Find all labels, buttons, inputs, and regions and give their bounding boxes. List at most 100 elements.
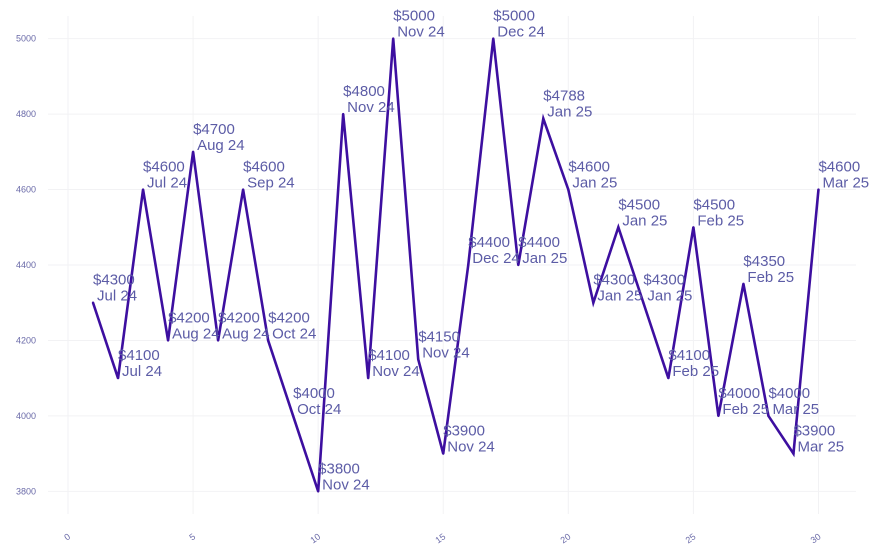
data-label-month: Nov 24 [372, 363, 420, 380]
data-label: $3800 Nov 24 [318, 460, 370, 493]
data-point [216, 339, 220, 342]
data-label: $4600 Jan 25 [568, 159, 617, 192]
data-label-month: Feb 25 [697, 212, 744, 229]
data-label-price: $4600 [243, 159, 285, 176]
data-label: $4000 Oct 24 [293, 385, 341, 418]
data-label-price: $4300 [93, 272, 135, 289]
data-label-price: $4800 [343, 83, 385, 100]
data-point [316, 490, 320, 493]
data-label-month: Nov 24 [422, 344, 470, 361]
grid [48, 16, 856, 514]
data-label-price: $3900 [793, 423, 835, 440]
data-point [442, 452, 445, 455]
data-point [467, 263, 470, 267]
data-label-price: $3900 [443, 423, 485, 440]
data-label-price: $4200 [218, 309, 260, 326]
data-label-price: $4200 [268, 309, 310, 326]
data-label-month: Feb 25 [747, 269, 794, 286]
y-tick-label: 3800 [16, 486, 36, 496]
data-label: $4500 Jan 25 [618, 196, 667, 229]
data-label-month: Jan 25 [647, 288, 692, 305]
y-tick-label: 4000 [16, 411, 36, 421]
data-point [617, 226, 620, 229]
data-label: $5000 Nov 24 [393, 8, 445, 41]
data-label-month: Jan 25 [622, 212, 667, 229]
data-point [241, 188, 245, 191]
data-label: $4600 Jul 24 [143, 159, 187, 192]
data-label-price: $4400 [468, 234, 510, 251]
y-tick-label: 4400 [16, 260, 36, 270]
data-label-month: Oct 24 [272, 325, 316, 342]
data-label: $4300 Jul 24 [93, 272, 137, 305]
data-label-price: $4350 [743, 253, 785, 270]
data-label: $4100 Feb 25 [668, 347, 719, 380]
data-label: $4800 Nov 24 [343, 83, 395, 116]
data-point [717, 414, 720, 418]
data-label: $4700 Aug 24 [193, 121, 245, 154]
data-label-month: Nov 24 [397, 24, 445, 41]
data-label: $3900 Mar 25 [793, 423, 844, 456]
data-label: $4000 Feb 25 [718, 385, 769, 418]
data-point [592, 301, 595, 304]
data-label: $4600 Sep 24 [243, 159, 295, 192]
data-label-month: Dec 24 [472, 250, 520, 267]
x-tick-label: 30 [809, 531, 823, 545]
data-label: $4150 Nov 24 [418, 328, 470, 361]
data-label-month: Sep 24 [247, 175, 295, 192]
data-point [141, 188, 145, 191]
data-point [266, 339, 270, 342]
data-point [392, 37, 395, 40]
data-label-price: $4100 [368, 347, 410, 364]
data-labels: $4300 Jul 24$4100 Jul 24$4600 Jul 24$4200 Au… [93, 8, 869, 494]
y-tick-label: 4200 [16, 335, 36, 345]
series-line [91, 38, 820, 492]
data-point [116, 376, 120, 380]
x-tick-label: 15 [433, 531, 447, 545]
data-label: $4400 Dec 24 [468, 234, 520, 267]
data-label-month: Mar 25 [822, 175, 869, 192]
data-point [341, 112, 345, 116]
data-label-month: Jan 25 [572, 175, 617, 192]
series-layer [91, 37, 820, 493]
data-label: $4200 Aug 24 [218, 309, 270, 342]
data-label-price: $4300 [593, 272, 635, 289]
data-point [767, 414, 770, 418]
data-label: $4300 Jan 25 [593, 272, 642, 305]
data-label-month: Jul 24 [122, 363, 162, 380]
data-label-month: Aug 24 [222, 325, 270, 342]
data-label-month: Mar 25 [797, 439, 844, 456]
data-label-price: $3800 [318, 460, 360, 477]
data-label-price: $4100 [118, 347, 160, 364]
data-label: $4788 Jan 25 [543, 88, 592, 121]
data-point [567, 188, 570, 191]
data-point [817, 188, 820, 191]
data-label: $4200 Oct 24 [268, 309, 316, 342]
data-label-price: $4600 [568, 159, 610, 176]
data-label-price: $4400 [518, 234, 560, 251]
data-label: $4000 Mar 25 [768, 385, 819, 418]
data-label-price: $4700 [193, 121, 235, 138]
data-label-month: Jul 24 [147, 175, 187, 192]
data-label-price: $5000 [393, 8, 435, 25]
data-point [692, 226, 695, 229]
data-point [492, 37, 495, 40]
data-label-price: $4100 [668, 347, 710, 364]
data-label: $4350 Feb 25 [743, 253, 794, 286]
data-point [667, 376, 670, 380]
data-point [191, 150, 195, 154]
data-label-month: Jan 25 [522, 250, 567, 267]
data-label-price: $4150 [418, 328, 460, 345]
data-point [91, 301, 95, 304]
data-label-month: Oct 24 [297, 401, 341, 418]
data-label: $4400 Jan 25 [518, 234, 567, 267]
x-tick-label: 25 [684, 531, 698, 545]
data-label: $4600 Mar 25 [818, 159, 869, 192]
data-label-price: $4200 [168, 309, 210, 326]
data-label-month: Nov 24 [447, 439, 495, 456]
data-label-month: Mar 25 [772, 401, 819, 418]
data-point [792, 452, 795, 455]
data-point [366, 376, 370, 380]
data-label: $3900 Nov 24 [443, 423, 495, 456]
